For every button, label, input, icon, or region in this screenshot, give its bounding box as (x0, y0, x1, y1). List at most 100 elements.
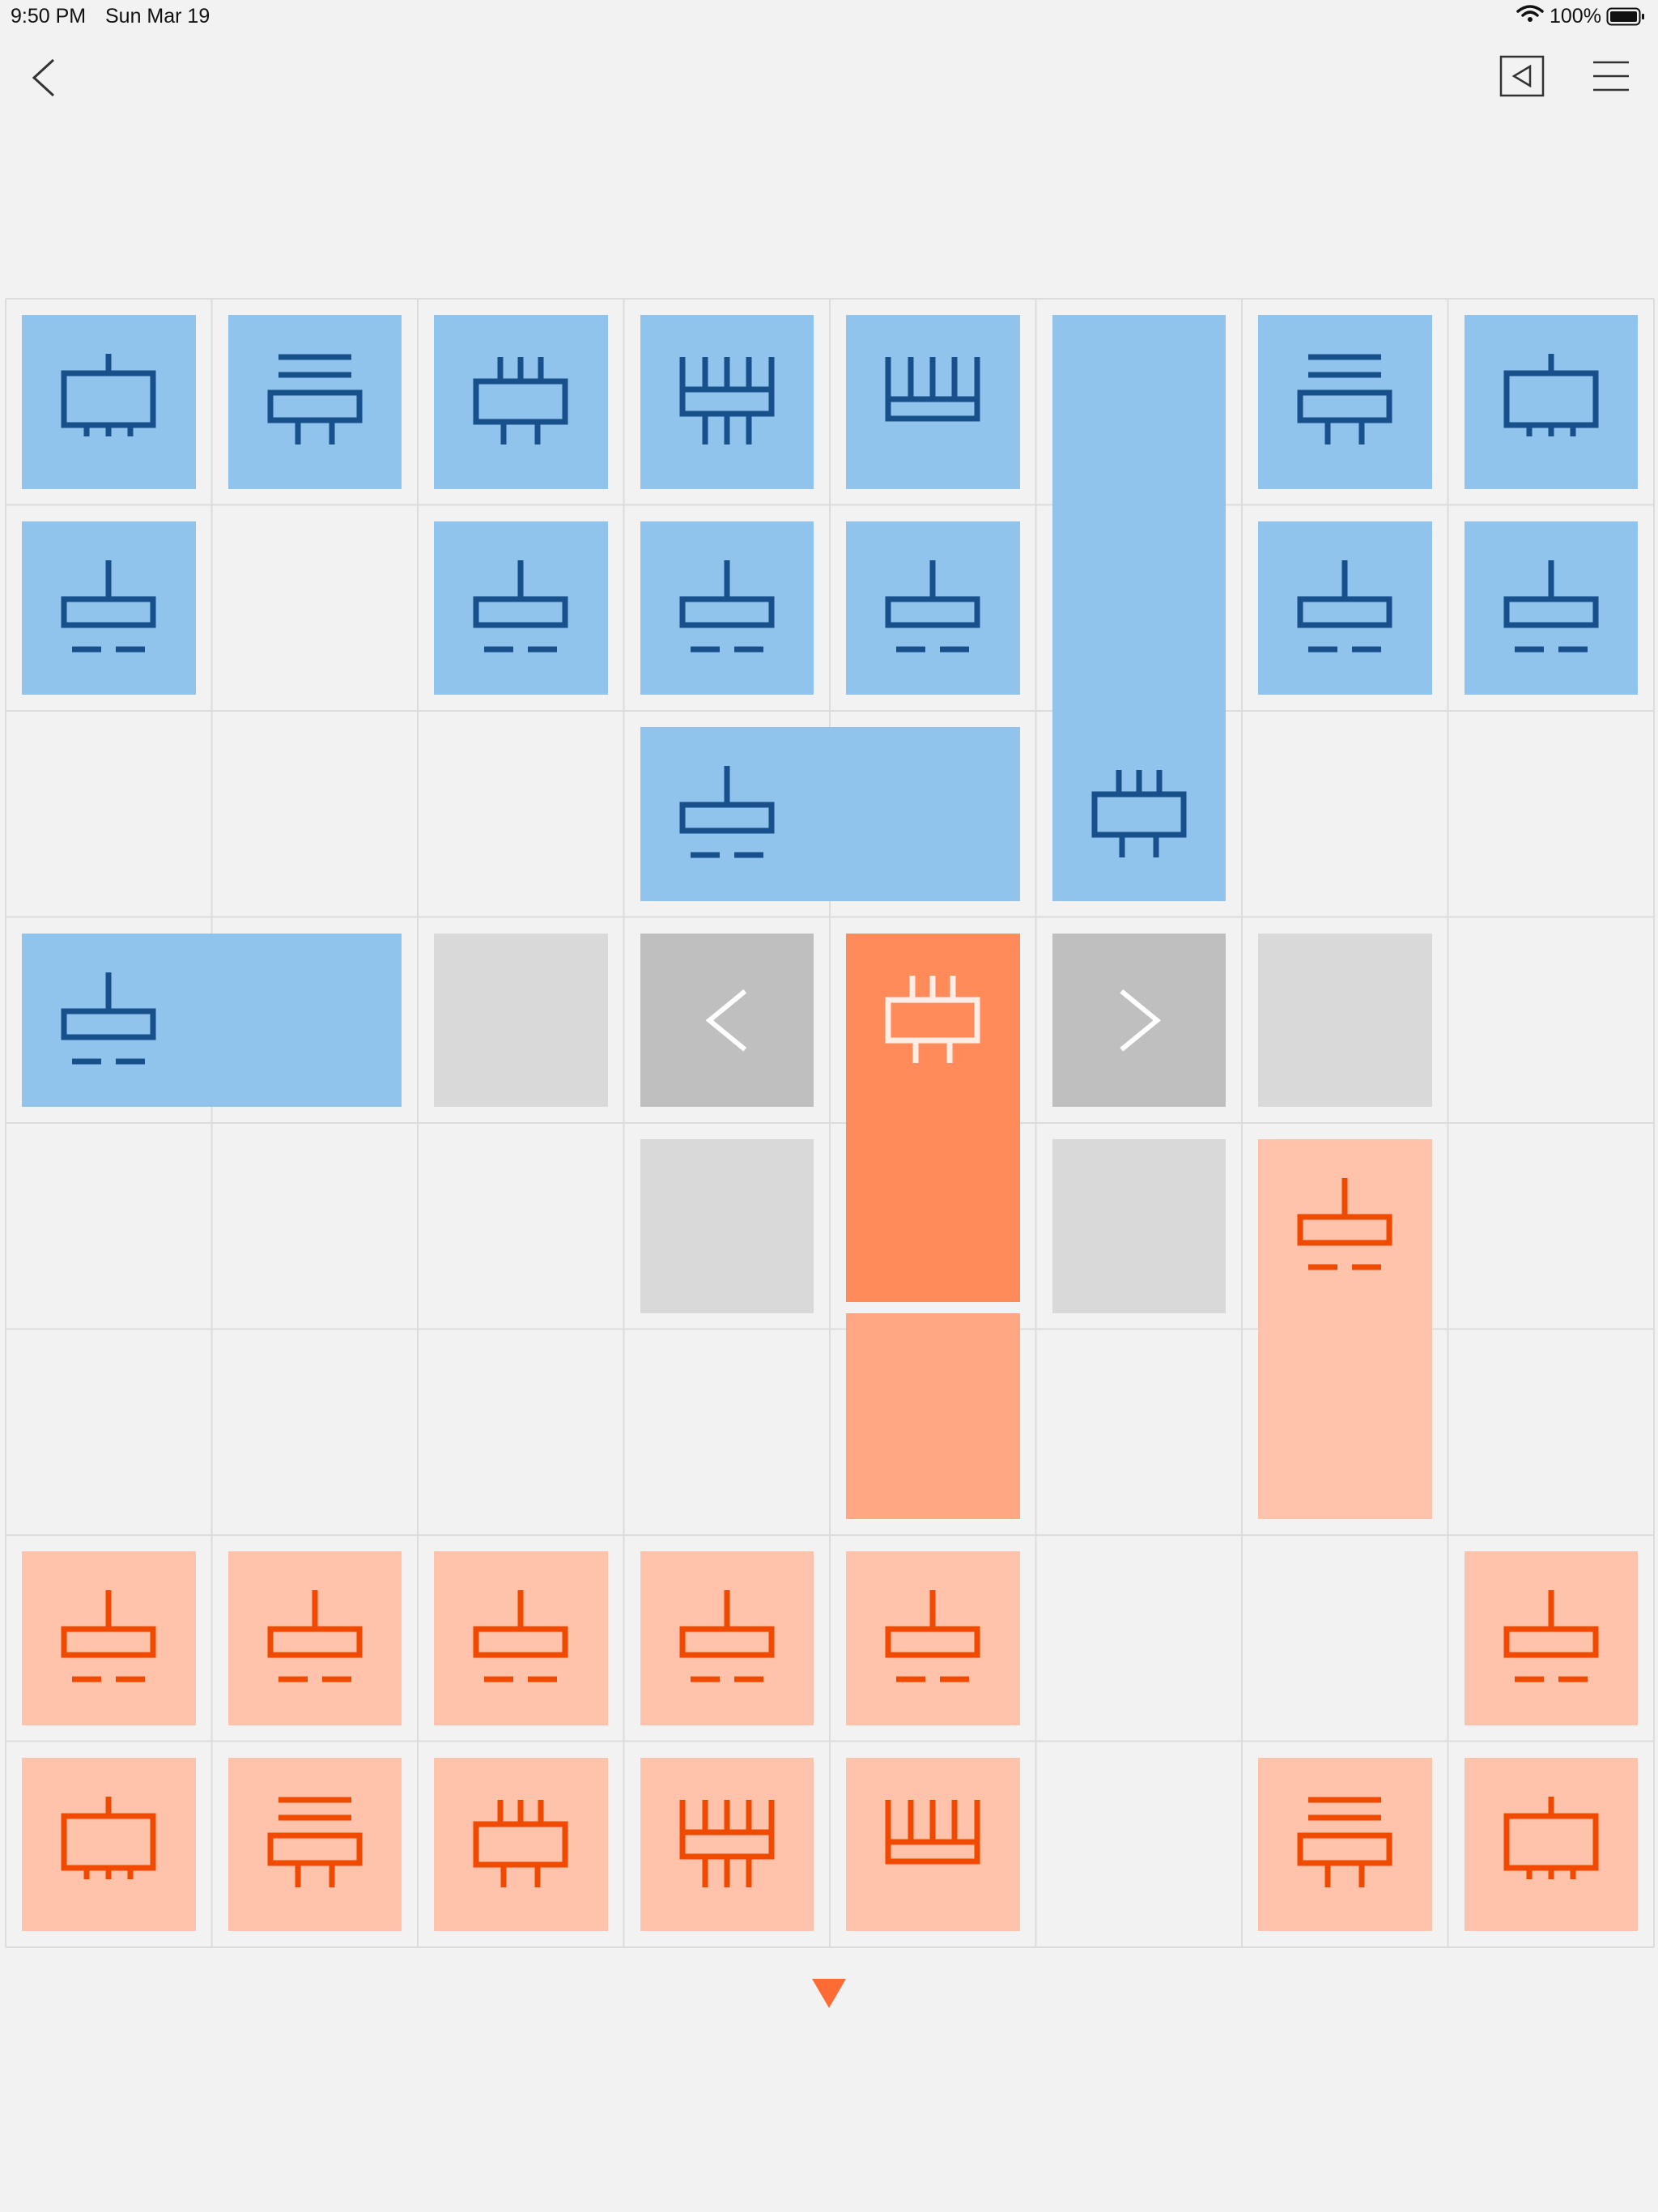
board-cell[interactable] (418, 711, 624, 917)
chevron-left-icon (705, 989, 746, 1052)
pawn-piece-icon (1503, 559, 1598, 652)
crown-piece-icon (473, 1799, 568, 1887)
battery-percent: 100% (1550, 5, 1601, 28)
blue-pawn-piece[interactable] (640, 521, 814, 695)
blue-pawn-piece[interactable] (1258, 521, 1432, 695)
orange-pawn-piece[interactable] (640, 1551, 814, 1725)
orange-pawn-piece[interactable] (846, 1551, 1020, 1725)
blue-bars-piece[interactable] (227, 315, 402, 489)
board-cell[interactable] (212, 711, 419, 917)
orange-pawn-piece[interactable] (22, 1551, 196, 1725)
board-cell[interactable] (1036, 1535, 1243, 1742)
blue-pawn-piece[interactable] (846, 521, 1020, 695)
board-cell[interactable] (212, 505, 419, 712)
selected-piece-trail (846, 1312, 1020, 1519)
orange-pawn-piece[interactable] (227, 1551, 402, 1725)
orange-pawn-piece[interactable] (434, 1551, 608, 1725)
pawn-piece-icon (267, 1590, 362, 1682)
pawn-piece-icon (61, 559, 156, 652)
undo-icon (1499, 55, 1545, 97)
blue-bars-piece[interactable] (1258, 315, 1432, 489)
move-arrow-left[interactable] (640, 933, 814, 1107)
foot-piece-icon (1503, 354, 1598, 436)
blue-pawn-piece[interactable] (22, 933, 402, 1107)
board-cell[interactable] (1242, 711, 1448, 917)
pawn-piece-icon (1297, 559, 1392, 652)
crown-piece-icon (1091, 769, 1186, 857)
pawn-piece-icon (679, 766, 774, 858)
pawn-piece-icon (885, 559, 980, 652)
crown-piece-icon (885, 975, 980, 1063)
pawn-piece-icon (473, 1590, 568, 1682)
orange-bars-piece[interactable] (227, 1757, 402, 1931)
undo-button[interactable] (1499, 55, 1545, 99)
move-target[interactable] (1052, 1139, 1226, 1313)
board-cell[interactable] (1448, 917, 1655, 1124)
move-target[interactable] (1258, 933, 1432, 1107)
blue-crown-piece[interactable] (434, 315, 608, 489)
board-cell[interactable] (624, 1329, 831, 1536)
blue-pawn-piece[interactable] (22, 521, 196, 695)
pawn-piece-icon (885, 1590, 980, 1682)
chevron-left-icon (32, 58, 55, 97)
blue-crown-piece[interactable] (1052, 315, 1226, 901)
blue-foot-piece[interactable] (22, 315, 196, 489)
crown-piece-icon (473, 357, 568, 445)
move-arrow-right[interactable] (1052, 933, 1226, 1107)
move-target[interactable] (434, 933, 608, 1107)
bars-piece-icon (1297, 1797, 1392, 1887)
bars-piece-icon (1297, 354, 1392, 445)
orange-pawn-piece[interactable] (1258, 1139, 1432, 1519)
move-target[interactable] (640, 1139, 814, 1313)
foot-piece-icon (61, 354, 156, 436)
board-cell[interactable] (212, 1123, 419, 1329)
blue-tower-piece[interactable] (640, 315, 814, 489)
bars-piece-icon (267, 1797, 362, 1887)
blue-comb-piece[interactable] (846, 315, 1020, 489)
pawn-piece-icon (679, 1590, 774, 1682)
battery-icon (1606, 7, 1647, 32)
blue-pawn-piece[interactable] (434, 521, 608, 695)
board-cell[interactable] (6, 711, 212, 917)
blue-pawn-piece[interactable] (640, 727, 1020, 901)
orange-foot-piece[interactable] (22, 1757, 196, 1931)
tower-piece-icon (679, 357, 774, 445)
orange-bars-piece[interactable] (1258, 1757, 1432, 1931)
selected-orange-crown-piece[interactable] (846, 933, 1020, 1302)
board-cell[interactable] (418, 1123, 624, 1329)
wifi-icon (1516, 5, 1544, 28)
orange-comb-piece[interactable] (846, 1757, 1020, 1931)
board-cell[interactable] (1036, 1742, 1243, 1948)
down-triangle-icon (812, 1979, 846, 2008)
board-cell[interactable] (1242, 1535, 1448, 1742)
board-cell[interactable] (212, 1329, 419, 1536)
tower-piece-icon (679, 1799, 774, 1887)
pawn-piece-icon (61, 1590, 156, 1682)
status-time: 9:50 PM (11, 5, 87, 28)
blue-pawn-piece[interactable] (1464, 521, 1638, 695)
board-cell[interactable] (418, 1329, 624, 1536)
board-cell[interactable] (6, 1123, 212, 1329)
bars-piece-icon (267, 354, 362, 445)
board-cell[interactable] (1448, 1123, 1655, 1329)
board-cell[interactable] (6, 1329, 212, 1536)
pawn-piece-icon (473, 559, 568, 652)
status-date: Sun Mar 19 (105, 5, 210, 28)
pawn-piece-icon (1503, 1590, 1598, 1682)
board-cell[interactable] (1448, 711, 1655, 917)
blue-foot-piece[interactable] (1464, 315, 1638, 489)
orange-tower-piece[interactable] (640, 1757, 814, 1931)
hamburger-menu-icon (1593, 61, 1629, 91)
comb-piece-icon (885, 1799, 980, 1864)
back-button[interactable] (24, 55, 65, 100)
status-bar: 9:50 PM Sun Mar 19 100% (0, 0, 1658, 32)
orange-crown-piece[interactable] (434, 1757, 608, 1931)
board-cell[interactable] (1448, 1329, 1655, 1536)
chevron-right-icon (1119, 989, 1161, 1052)
menu-button[interactable] (1592, 58, 1630, 94)
board-cell[interactable] (1036, 1329, 1243, 1536)
orange-foot-piece[interactable] (1464, 1757, 1638, 1931)
pawn-piece-icon (1297, 1178, 1392, 1270)
orange-pawn-piece[interactable] (1464, 1551, 1638, 1725)
